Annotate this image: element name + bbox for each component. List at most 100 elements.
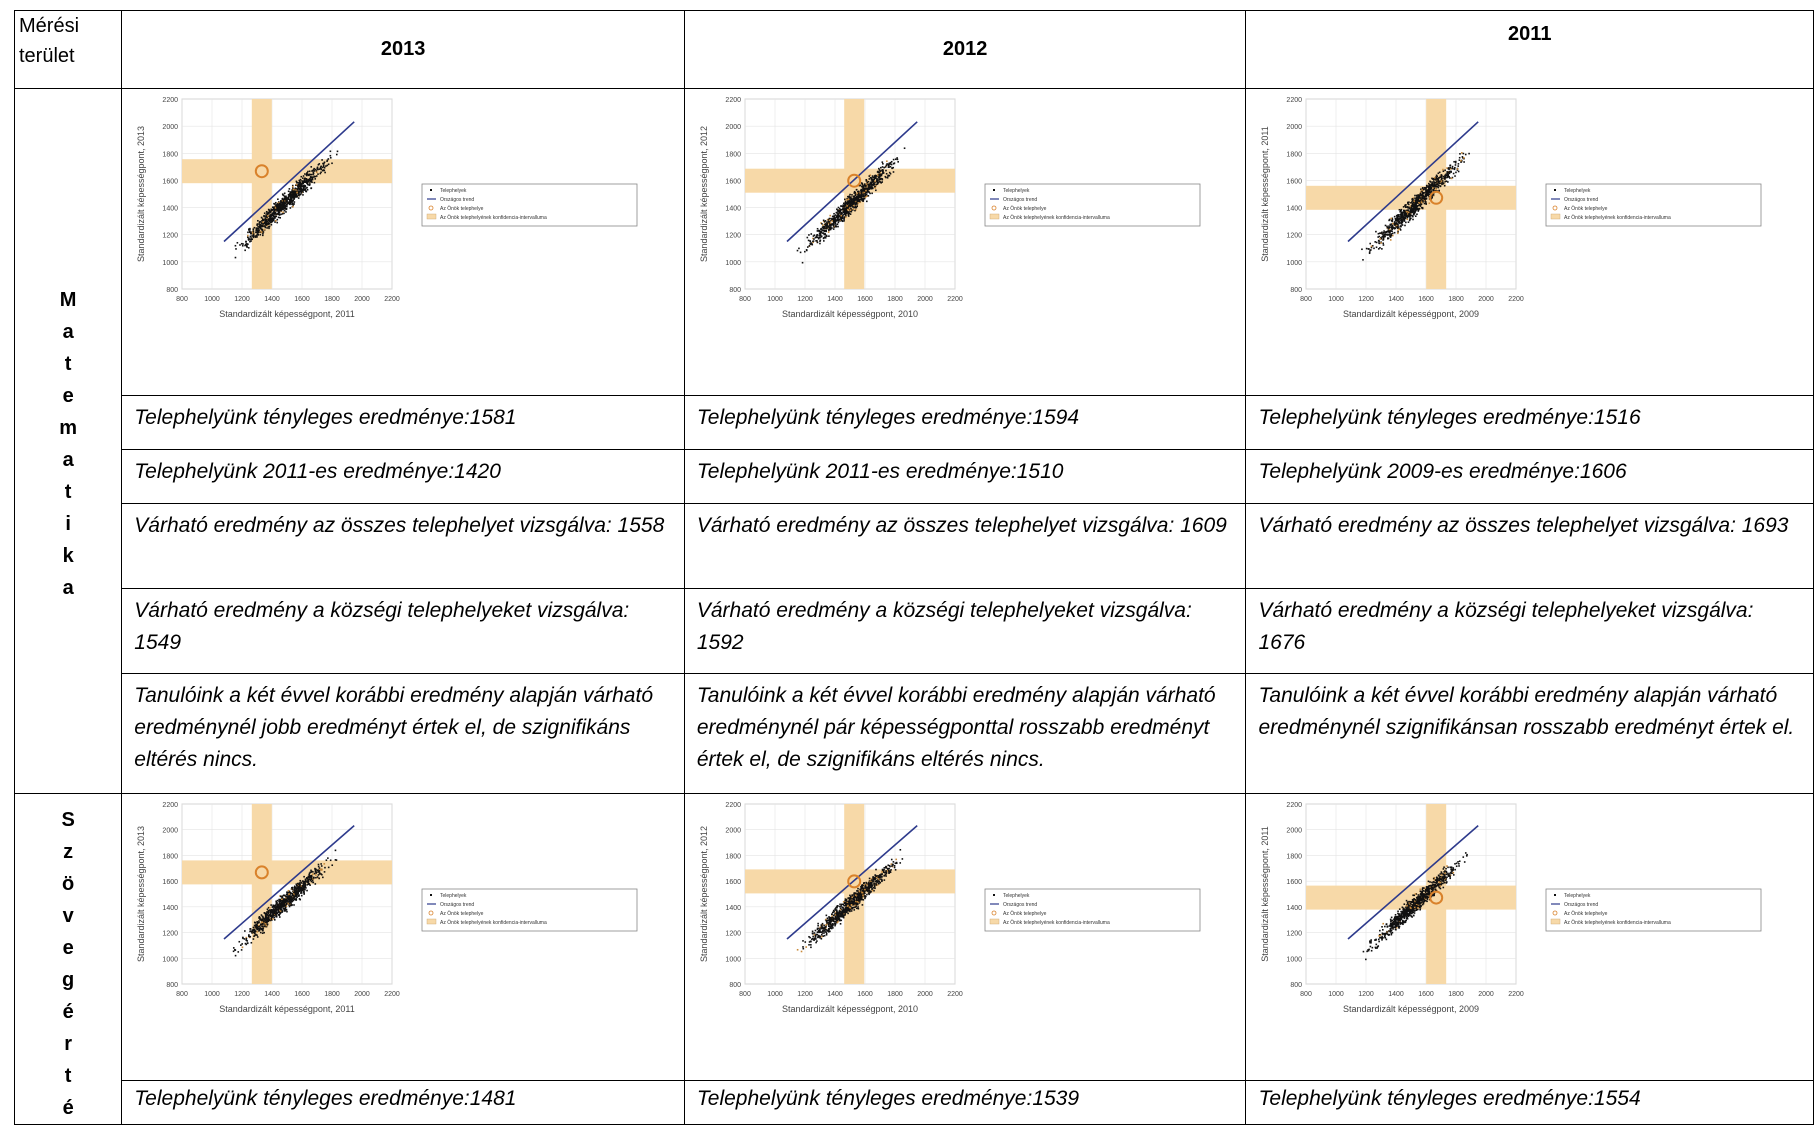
data-point xyxy=(1417,202,1419,204)
data-point xyxy=(1407,211,1409,213)
data-point xyxy=(268,228,270,230)
data-point xyxy=(296,898,298,900)
data-point xyxy=(306,175,308,177)
data-point xyxy=(884,874,886,876)
data-point xyxy=(1439,181,1441,183)
confidence-band-horizontal xyxy=(182,159,392,183)
data-point xyxy=(1390,235,1392,237)
y-tick-label: 1600 xyxy=(163,879,179,886)
data-point xyxy=(1409,208,1411,210)
data-point xyxy=(279,204,281,206)
data-point xyxy=(862,890,864,892)
data-point xyxy=(866,889,868,891)
data-point xyxy=(256,934,258,936)
data-point xyxy=(289,893,291,895)
data-point xyxy=(819,935,821,937)
data-point xyxy=(853,897,855,899)
data-point xyxy=(276,908,278,910)
data-point xyxy=(273,203,275,205)
data-point xyxy=(314,182,316,184)
y-tick-label: 1400 xyxy=(163,206,179,213)
data-point xyxy=(817,923,819,925)
data-point xyxy=(853,909,855,911)
data-point xyxy=(253,233,255,235)
data-point xyxy=(837,223,839,225)
data-point xyxy=(238,951,240,953)
data-point xyxy=(300,880,302,882)
data-point xyxy=(266,219,268,221)
data-point xyxy=(261,217,263,219)
data-point xyxy=(1441,175,1443,177)
data-point xyxy=(284,210,286,212)
data-point xyxy=(832,923,834,925)
data-point xyxy=(871,184,873,186)
data-point xyxy=(274,911,276,913)
data-point xyxy=(265,221,267,223)
data-point xyxy=(872,175,874,177)
data-point xyxy=(285,211,287,213)
legend-swatch xyxy=(990,214,999,219)
data-point xyxy=(819,240,821,242)
data-point xyxy=(1421,203,1423,205)
data-point xyxy=(825,231,827,233)
data-point xyxy=(1407,219,1409,221)
data-point xyxy=(878,883,880,885)
data-point xyxy=(883,867,885,869)
data-point xyxy=(879,169,881,171)
data-point xyxy=(1379,243,1381,245)
y-tick-label: 1600 xyxy=(1287,178,1303,185)
data-point xyxy=(256,235,258,237)
data-point xyxy=(857,898,859,900)
data-point xyxy=(262,926,264,928)
data-point xyxy=(250,236,252,238)
data-point xyxy=(1415,195,1417,197)
data-point xyxy=(849,194,851,196)
data-point xyxy=(309,874,311,876)
data-point xyxy=(267,908,269,910)
data-point xyxy=(1397,226,1399,228)
data-point xyxy=(284,192,286,194)
data-point xyxy=(849,208,851,210)
data-point xyxy=(869,878,871,880)
data-point xyxy=(845,205,847,207)
data-point xyxy=(304,178,306,180)
data-point xyxy=(1437,179,1439,181)
data-point xyxy=(311,181,313,183)
data-point xyxy=(1383,923,1385,925)
data-point xyxy=(856,189,858,191)
data-point xyxy=(278,208,280,210)
data-point xyxy=(1374,248,1376,250)
data-point xyxy=(254,922,256,924)
data-point xyxy=(279,916,281,918)
data-point xyxy=(1380,238,1382,240)
data-point xyxy=(817,925,819,927)
x-axis-label: Standardizált képességpont, 2011 xyxy=(220,1004,355,1014)
data-point xyxy=(263,920,265,922)
data-point xyxy=(312,873,314,875)
y-tick-label: 1600 xyxy=(725,178,741,185)
data-point xyxy=(244,938,246,940)
data-point xyxy=(1416,199,1418,201)
data-point xyxy=(286,891,288,893)
data-point xyxy=(834,923,836,925)
data-point xyxy=(301,882,303,884)
data-point xyxy=(1388,234,1390,236)
data-point xyxy=(857,904,859,906)
y-tick-label: 1000 xyxy=(163,956,179,963)
data-point xyxy=(290,192,292,194)
data-point xyxy=(828,229,830,231)
subject-letter: v xyxy=(15,900,121,932)
data-point xyxy=(838,207,840,209)
data-point xyxy=(301,183,303,185)
data-point xyxy=(838,918,840,920)
data-point xyxy=(870,891,872,893)
data-point xyxy=(856,199,858,201)
data-point xyxy=(330,150,332,152)
data-point xyxy=(1424,199,1426,201)
data-point xyxy=(809,243,811,245)
data-point xyxy=(330,155,332,157)
data-point xyxy=(1382,248,1384,250)
data-point xyxy=(817,228,819,230)
data-point xyxy=(878,177,880,179)
